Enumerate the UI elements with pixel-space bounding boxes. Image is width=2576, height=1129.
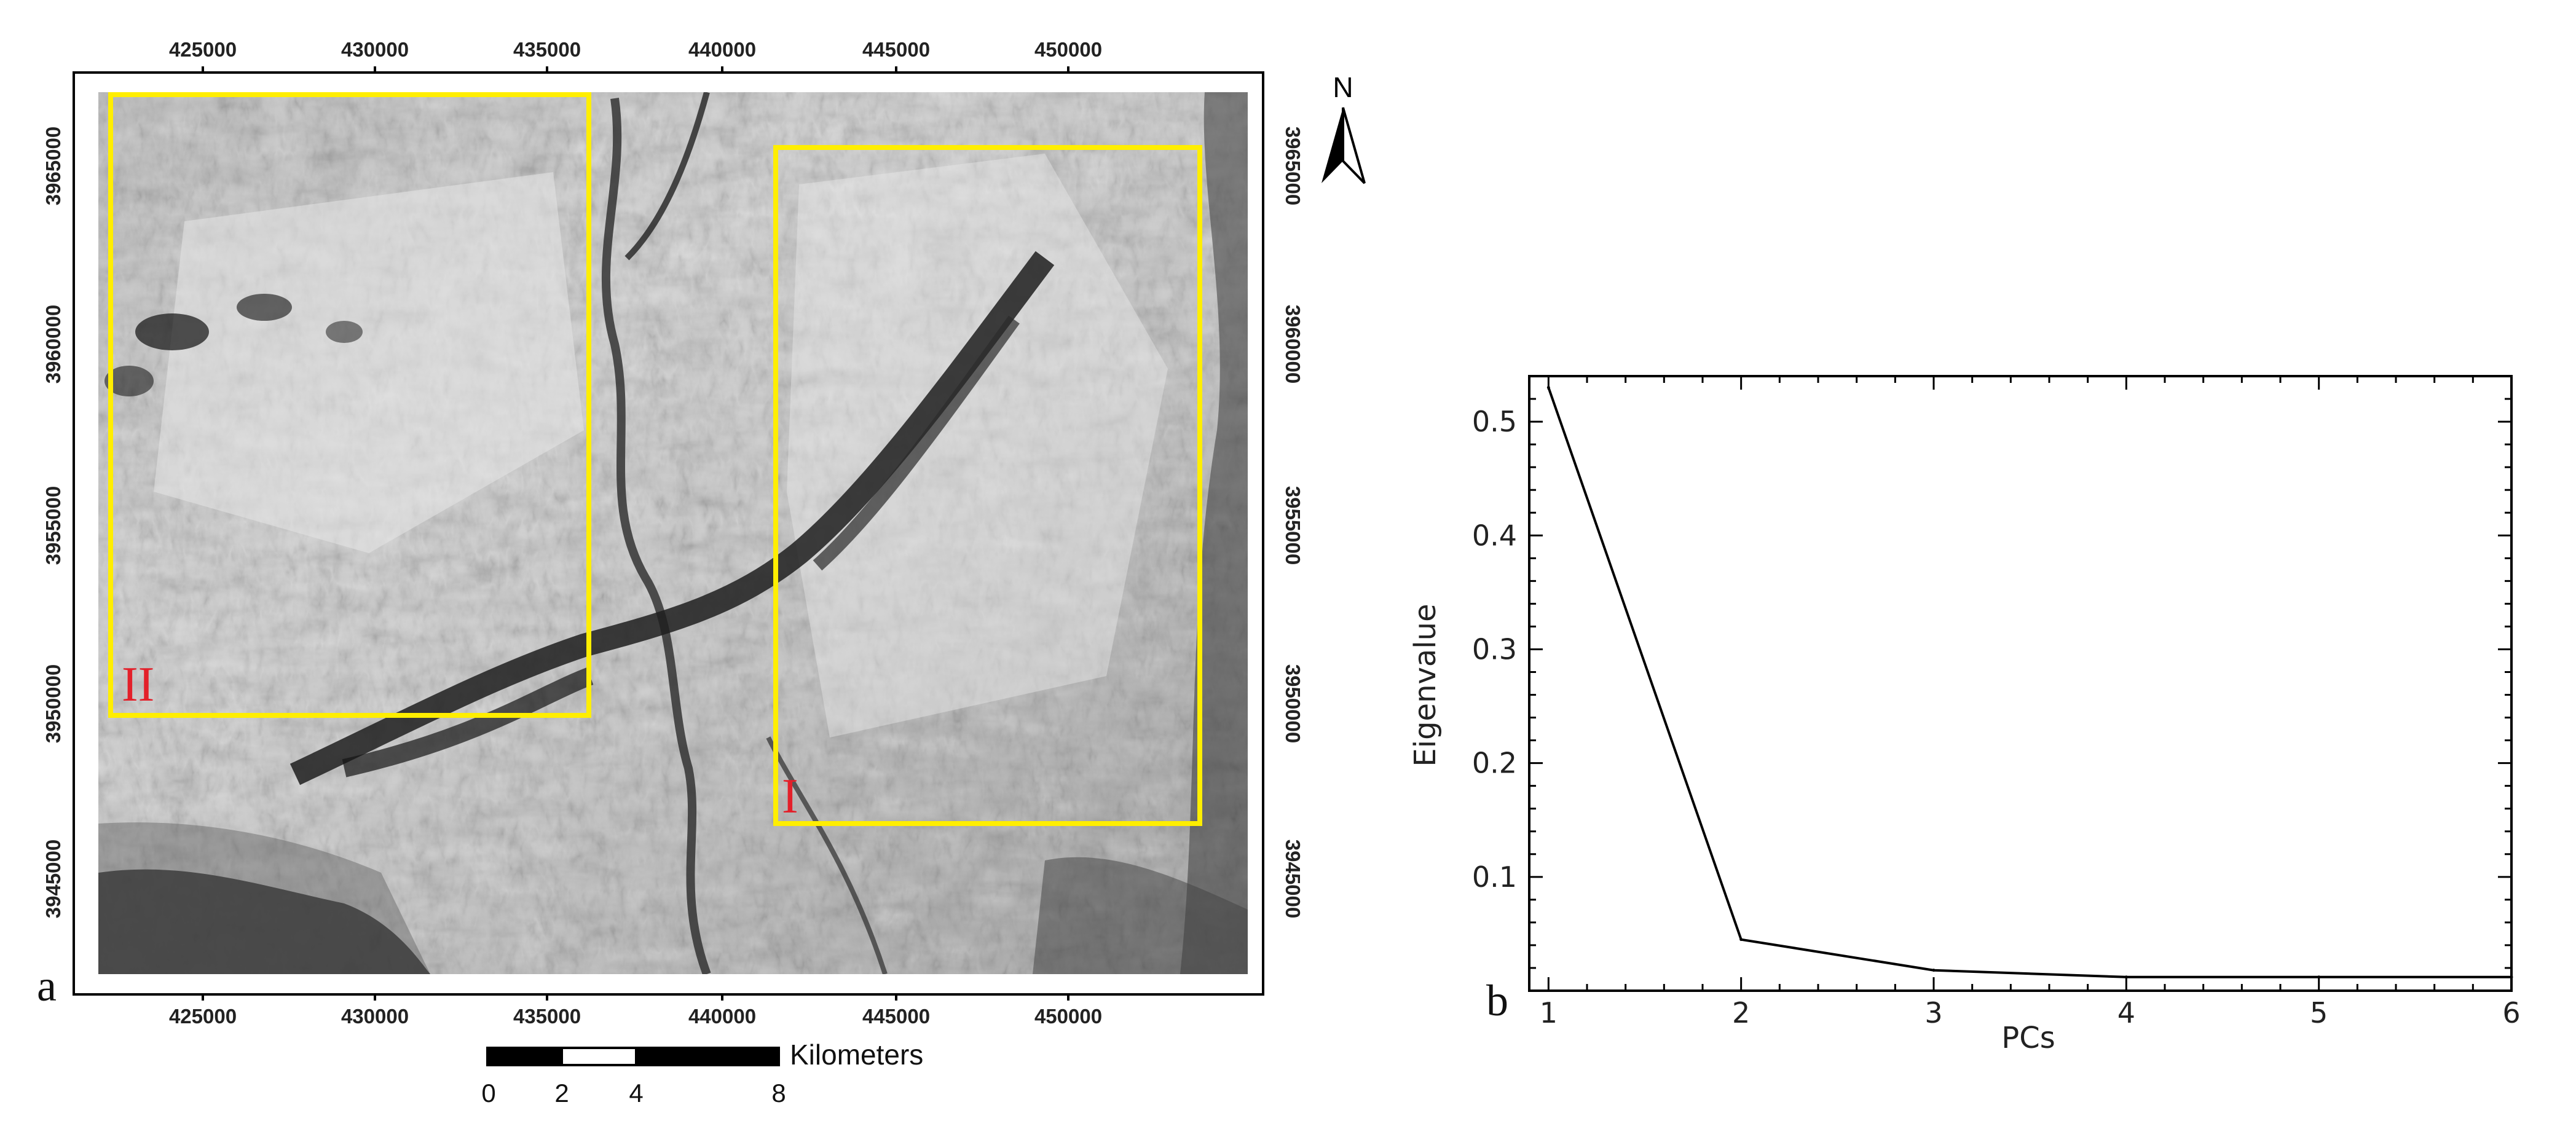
map-y-tick-left-3960000: 3960000 [42,305,65,384]
plot-y-label: Eigenvalue [1408,604,1443,766]
map-y-tick-right-3965000: 3965000 [1282,127,1304,205]
map-y-tick-left-3955000: 3955000 [42,486,65,565]
map-x-tick-top-430000: 430000 [341,38,409,61]
panel-letter-a: a [37,961,57,1010]
roi-label-ii: II [122,658,154,712]
scale-tick-2: 2 [554,1079,569,1107]
roi-rectangle-ii [108,92,591,718]
y-tick-label-0.4: 0.4 [1472,519,1517,552]
eigenvalue-point-pc4 [2124,975,2128,979]
eigenvalue-series-line [1547,387,2511,978]
x-tick-label-3: 3 [1924,996,1942,1029]
map-x-tick-bottom-435000: 435000 [513,1005,581,1028]
north-label: N [1333,71,1353,103]
panel-letter-b: b [1486,976,1508,1025]
map-x-tick-top-445000: 445000 [862,38,930,61]
eigenvalue-point-pc5 [2317,975,2321,979]
map-y-tick-left-3945000: 3945000 [42,840,65,918]
eigenvalue-point-pc1 [1546,386,1550,390]
map-x-tick-top-450000: 450000 [1034,38,1102,61]
map-x-tick-bottom-440000: 440000 [688,1005,756,1028]
map-x-tick-bottom-445000: 445000 [862,1005,930,1028]
y-tick-label-0.2: 0.2 [1472,747,1517,780]
roi-rectangle-i [773,145,1202,826]
map-x-tick-bottom-425000: 425000 [169,1005,237,1028]
x-tick-label-6: 6 [2502,996,2520,1029]
eigenvalue-point-pc2 [1739,938,1743,942]
map-x-tick-top-425000: 425000 [169,38,237,61]
y-tick-label-0.1: 0.1 [1472,860,1517,894]
map-y-tick-right-3945000: 3945000 [1282,840,1304,918]
plot-x-label: PCs [2001,1021,2055,1055]
scale-bar [486,1047,780,1066]
scale-tick-4: 4 [629,1079,643,1107]
y-tick-label-0.5: 0.5 [1472,405,1517,438]
eigenvalue-point-pc6 [2510,975,2513,979]
north-arrow-icon: N [1321,71,1366,184]
x-tick-label-4: 4 [2117,996,2135,1029]
plot-frame [1528,375,2513,992]
eigenvalue-point-pc3 [1932,969,1936,972]
scale-bar-title: Kilometers [790,1039,923,1071]
panel-b-chart: 1 2 3 4 5 6 0.5 0.4 0.3 0.2 0.1 Eigenvalue PCs b [1408,375,2521,1055]
plot-tick-labels: 1 2 3 4 5 6 0.5 0.4 0.3 0.2 0.1 [1472,405,2521,1029]
roi-label-i: I [782,769,798,824]
map-x-tick-top-440000: 440000 [688,38,756,61]
map-x-tick-top-435000: 435000 [513,38,581,61]
satellite-image [98,92,1248,974]
x-tick-label-5: 5 [2310,996,2328,1029]
eigenvalue-points [1546,386,2513,979]
scale-tick-0: 0 [481,1079,495,1107]
map-x-tick-bottom-430000: 430000 [341,1005,409,1028]
map-y-tick-right-3955000: 3955000 [1282,486,1304,565]
map-x-tick-bottom-450000: 450000 [1034,1005,1102,1028]
map-y-tick-left-3965000: 3965000 [42,127,65,205]
map-ticks [202,66,1069,1001]
map-y-tick-right-3960000: 3960000 [1282,305,1304,384]
scale-tick-8: 8 [771,1079,786,1107]
map-y-tick-left-3950000: 3950000 [42,664,65,743]
panel-a-map: II I 425000 430000 435000 440000 445000 … [37,38,1366,1107]
y-tick-label-0.3: 0.3 [1472,632,1517,666]
map-y-tick-right-3950000: 3950000 [1282,664,1304,743]
x-tick-label-2: 2 [1732,996,1750,1029]
plot-ticks [1529,376,2513,991]
x-tick-label-1: 1 [1540,996,1558,1029]
